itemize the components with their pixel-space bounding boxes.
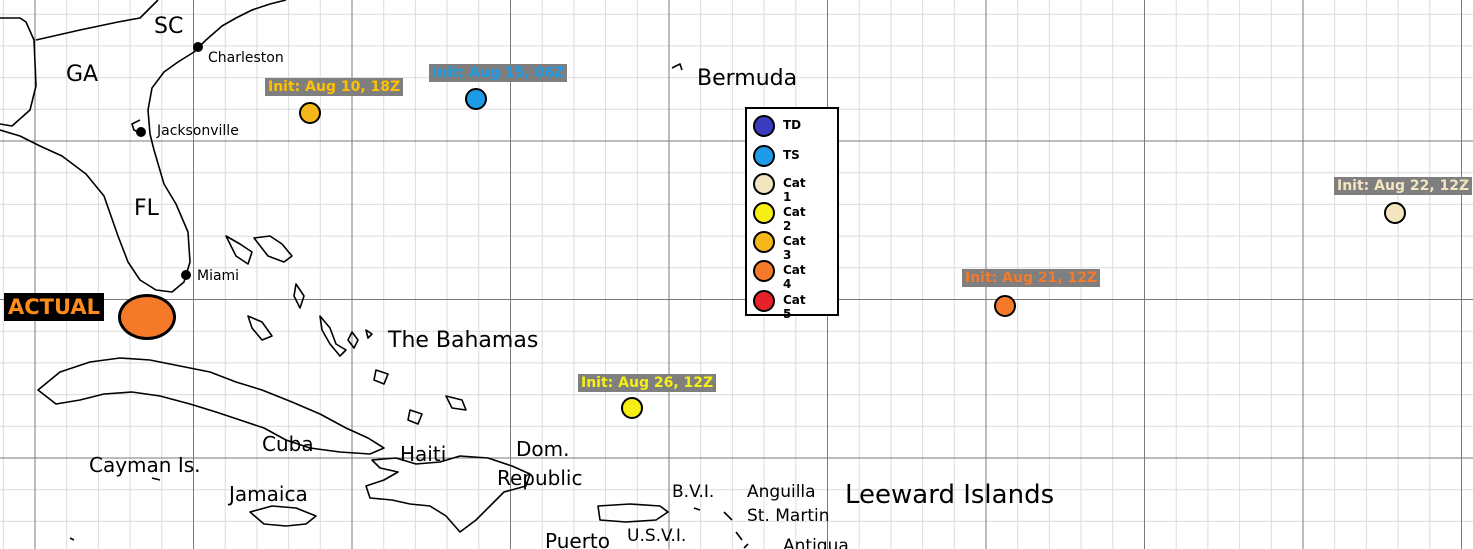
label-bvi: B.V.I. <box>672 482 715 502</box>
forecast-storm-marker <box>299 102 321 124</box>
legend-swatch <box>753 202 775 224</box>
label-puerto: Puerto <box>545 529 610 549</box>
label-antigua: Antigua <box>783 536 849 549</box>
label-jacksonville: Jacksonville <box>157 123 239 139</box>
legend-label: TS <box>783 148 800 162</box>
label-cuba: Cuba <box>262 432 314 456</box>
legend-label: TD <box>783 118 802 132</box>
miami-marker <box>181 270 191 280</box>
label-republic: Republic <box>497 466 583 490</box>
legend-swatch <box>753 290 775 312</box>
forecast-storm-marker <box>465 88 487 110</box>
legend-label: Cat 4 <box>783 263 806 291</box>
label-charleston: Charleston <box>208 50 284 66</box>
forecast-storm-marker <box>994 295 1016 317</box>
charleston-marker <box>193 42 203 52</box>
label-usvi: U.S.V.I. <box>627 526 687 546</box>
label-sc: SC <box>154 14 184 39</box>
actual-storm-marker <box>118 294 176 340</box>
label-cayman: Cayman Is. <box>89 453 201 477</box>
legend-swatch <box>753 115 775 137</box>
coastline <box>0 0 749 549</box>
label-st-martin: St. Martin <box>747 506 830 526</box>
forecast-init-label: Init: Aug 10, 18Z <box>265 78 404 96</box>
legend-swatch <box>753 231 775 253</box>
actual-label: ACTUAL <box>4 293 105 321</box>
label-bermuda: Bermuda <box>697 66 798 91</box>
forecast-storm-marker <box>1384 202 1406 224</box>
label-anguilla: Anguilla <box>747 482 816 502</box>
forecast-storm-marker <box>621 397 643 419</box>
label-haiti: Haiti <box>400 442 447 466</box>
forecast-init-label: Init: Aug 26, 12Z <box>578 374 717 392</box>
label-jamaica: Jamaica <box>229 482 308 506</box>
legend-swatch <box>753 173 775 195</box>
forecast-init-label: Init: Aug 21, 12Z <box>962 269 1101 287</box>
category-legend: TD TS Cat 1 Cat 2 Cat 3 Cat 4 Cat 5 <box>745 107 839 321</box>
label-fl: FL <box>134 196 159 221</box>
legend-label: Cat 2 <box>783 205 806 233</box>
legend-swatch <box>753 260 775 282</box>
forecast-init-label: Init: Aug 22, 12Z <box>1334 177 1473 195</box>
legend-label: Cat 1 <box>783 176 806 204</box>
label-dom: Dom. <box>516 437 570 461</box>
legend-label: Cat 5 <box>783 293 806 321</box>
label-leeward-islands: Leeward Islands <box>845 480 1055 510</box>
forecast-init-label: Init: Aug 15, 06Z <box>429 64 568 82</box>
label-ga: GA <box>66 62 99 87</box>
label-miami: Miami <box>197 268 240 284</box>
label-bahamas: The Bahamas <box>388 328 539 353</box>
jacksonville-marker <box>136 127 146 137</box>
legend-label: Cat 3 <box>783 234 806 262</box>
legend-swatch <box>753 145 775 167</box>
